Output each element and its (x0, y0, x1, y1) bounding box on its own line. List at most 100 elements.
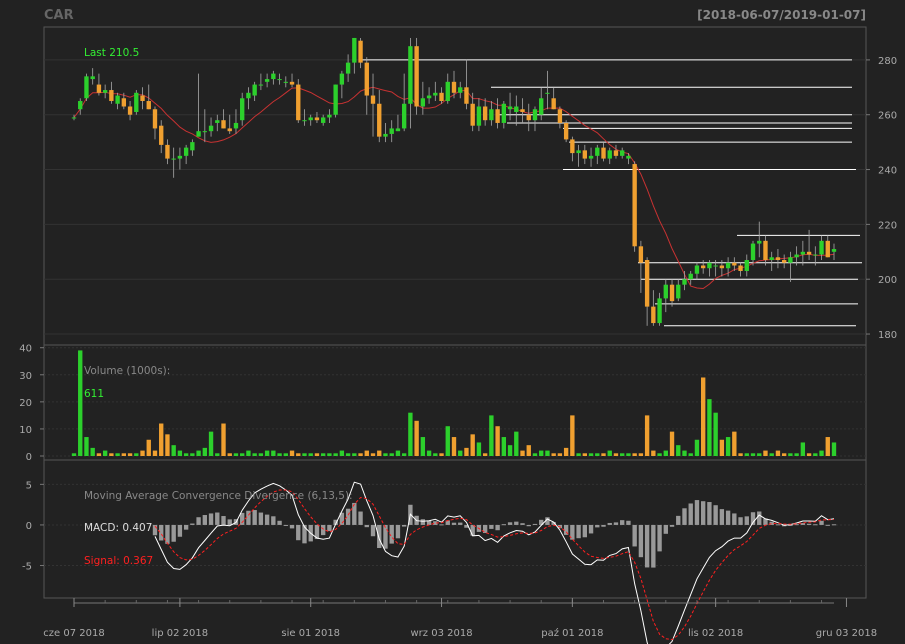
macd-histogram-bar (258, 512, 264, 525)
candle-body (788, 257, 793, 263)
macd-histogram-bar (196, 517, 201, 525)
macd-panel (152, 481, 837, 644)
macd-histogram-bar (464, 524, 469, 528)
candle-body (732, 262, 737, 266)
volume-bar (626, 453, 631, 456)
volume-bar (576, 453, 581, 456)
volume-bar (171, 445, 176, 456)
macd-histogram-bar (271, 516, 276, 525)
macd-histogram-bar (426, 520, 432, 525)
macd-histogram-bar (719, 509, 725, 525)
candle-body (308, 117, 313, 121)
candle-body (240, 98, 245, 121)
price-tick-label: 240 (878, 166, 897, 177)
candle-body (620, 150, 625, 156)
candle-body (545, 92, 550, 94)
macd-histogram-bar (769, 521, 774, 525)
volume-bar (638, 453, 644, 456)
macd-histogram-bar (345, 508, 351, 525)
macd-histogram-bar (171, 524, 176, 542)
candle-body (831, 249, 837, 252)
candle-body (401, 103, 407, 129)
macd-histogram-bar (190, 523, 195, 525)
volume-bar (146, 439, 151, 456)
volume-bar (663, 450, 668, 456)
candle-body (289, 81, 295, 85)
volume-bar (806, 453, 812, 456)
volume-bar (121, 453, 127, 456)
volume-bar (115, 453, 120, 456)
macd-histogram-bar (701, 501, 706, 525)
macd-histogram-bar (626, 520, 631, 525)
macd-histogram-bar (545, 517, 550, 525)
candle-body (426, 95, 432, 99)
volume-bar (395, 450, 401, 456)
volume-bar (433, 453, 438, 456)
volume-bar (788, 453, 793, 456)
candle-body (433, 92, 438, 96)
volume-bar (657, 453, 662, 456)
macd-histogram-bar (819, 520, 824, 525)
volume-bar (140, 450, 145, 456)
volume-bar (601, 453, 606, 456)
x-tick-label: sie 01 2018 (281, 628, 340, 639)
volume-tick-label: 40 (19, 344, 32, 355)
macd-histogram-bar (507, 522, 513, 525)
volume-bar (719, 439, 725, 456)
candle-body (439, 92, 444, 102)
volume-bar (333, 453, 338, 456)
macd-histogram-bar (676, 515, 681, 525)
candle-body (283, 81, 288, 83)
volume-bar (551, 453, 556, 456)
macd-histogram-bar (669, 524, 675, 527)
candle-body (364, 62, 369, 96)
candle-body (707, 262, 712, 269)
volume-bar (482, 453, 488, 456)
volume-bar (321, 453, 326, 456)
candle-body (595, 147, 600, 156)
macd-histogram-bar (632, 524, 637, 547)
volume-bar (507, 445, 513, 456)
candle-body (539, 98, 544, 115)
price-tick-label: 220 (878, 220, 897, 231)
candle-body (109, 90, 114, 102)
macd-histogram-bar (458, 522, 463, 525)
candle-body (719, 265, 725, 269)
price-tick-label: 200 (878, 275, 897, 286)
macd-histogram-bar (601, 524, 606, 527)
candle-body (408, 46, 413, 104)
candle-body (314, 117, 320, 121)
macd-histogram-bar (221, 516, 226, 525)
volume-last-value: 611 (84, 388, 104, 400)
volume-bar (620, 453, 625, 456)
volume-bar (813, 453, 818, 456)
candle-body (271, 73, 276, 80)
candle-body (495, 109, 500, 123)
macd-histogram-bar (177, 524, 183, 537)
volume-bar (358, 453, 363, 456)
candle-body (383, 133, 388, 137)
candle-body (470, 103, 475, 126)
candle-body (819, 240, 824, 255)
macd-histogram-bar (370, 524, 376, 537)
macd-histogram-bar (377, 524, 382, 549)
candle-body (601, 147, 606, 159)
x-tick-label: gru 03 2018 (816, 628, 877, 639)
candle-body (96, 84, 102, 93)
volume-bar (177, 450, 183, 456)
macd-histogram-bar (775, 524, 781, 526)
volume-bar (501, 437, 507, 456)
volume-bar (327, 453, 332, 456)
candle-body (420, 98, 426, 107)
price-panel (71, 37, 862, 327)
candle-body (520, 109, 525, 112)
macd-histogram-bar (183, 524, 189, 530)
volume-bar (570, 415, 575, 456)
candle-body (794, 254, 799, 258)
volume-bar (71, 453, 77, 456)
candle-body (800, 251, 806, 255)
candle-body (489, 109, 494, 121)
macd-histogram-bar (738, 517, 743, 525)
volume-bar (283, 453, 288, 456)
